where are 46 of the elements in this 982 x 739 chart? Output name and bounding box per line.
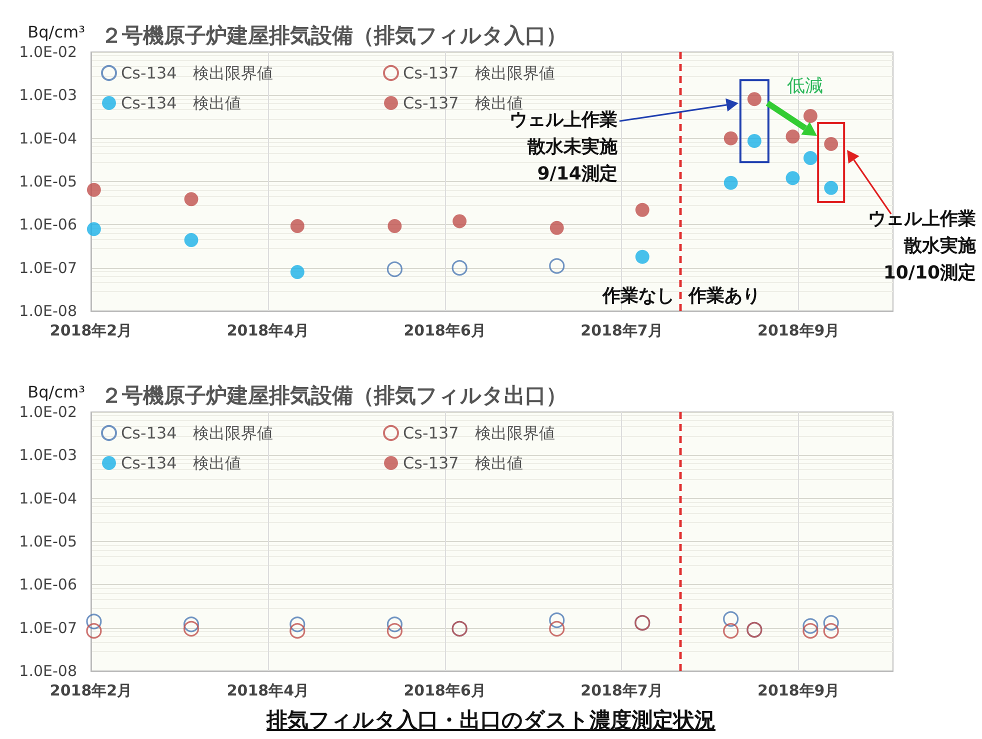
legend-label: Cs-137 検出限界値 [403, 64, 555, 82]
chart-title: ２号機原子炉建屋排気設備（排気フィルタ出口） [101, 384, 567, 408]
y-tick-label: 1.0E-03 [19, 86, 77, 104]
annotation: 作業なし [602, 286, 675, 306]
x-tick-label: 2018年7月 [580, 322, 663, 340]
y-tick-label: 1.0E-05 [19, 172, 77, 190]
y-tick-label: 1.0E-04 [19, 489, 77, 508]
annotation: ウェル上作業 [509, 110, 618, 131]
x-tick-label: 2018年2月 [50, 322, 132, 340]
legend-label: Cs-134 検出値 [121, 94, 241, 112]
legend-label: Cs-134 検出限界値 [121, 64, 273, 82]
y-tick-label: 1.0E-05 [19, 532, 77, 550]
x-tick-label: 2018年6月 [404, 682, 486, 700]
x-tick-label: 2018年9月 [758, 322, 840, 340]
annotation: ウェル上作業 [868, 208, 976, 230]
chart-title: ２号機原子炉建屋排気設備（排気フィルタ入口） [101, 24, 567, 48]
legend-label: Cs-137 検出限界値 [403, 424, 555, 442]
text: 排気フィルタ入口・出口のダスト濃度測定状況 [265, 707, 716, 734]
y-tick-label: 1.0E-02 [19, 43, 77, 61]
x-tick-label: 2018年7月 [580, 682, 663, 700]
x-tick-label: 2018年6月 [404, 322, 486, 340]
text: 散水実施 [903, 235, 976, 256]
y-tick-label: 1.0E-07 [19, 618, 77, 637]
annotation: 低減 [786, 76, 823, 97]
annotation: 作業あり [688, 286, 761, 306]
annotation: 10/10測定 [883, 262, 976, 284]
legend-label: Cs-137 検出値 [403, 454, 523, 472]
annotation: 9/14測定 [537, 164, 618, 185]
y-tick-label: 1.0E-08 [19, 302, 77, 320]
y-axis-title: Bq/cm³ [28, 382, 85, 402]
y-tick-label: 1.0E-04 [19, 129, 77, 148]
y-tick-label: 1.0E-06 [19, 576, 77, 594]
x-tick-label: 2018年4月 [226, 322, 310, 340]
y-tick-label: 1.0E-08 [19, 662, 77, 680]
x-tick-label: 2018年4月 [226, 682, 310, 700]
y-tick-label: 1.0E-06 [19, 216, 77, 234]
y-tick-label: 1.0E-02 [19, 403, 77, 421]
y-tick-label: 1.0E-03 [19, 446, 77, 464]
legend-label: Cs-134 検出値 [121, 454, 241, 472]
y-tick-label: 1.0E-07 [19, 258, 77, 277]
legend-label: Cs-137 検出値 [403, 94, 523, 112]
x-tick-label: 2018年2月 [50, 682, 132, 700]
annotation: 散水未実施 [526, 136, 618, 158]
y-axis-title: Bq/cm³ [28, 22, 85, 42]
x-tick-label: 2018年9月 [758, 682, 840, 700]
legend-label: Cs-134 検出限界値 [121, 424, 273, 442]
